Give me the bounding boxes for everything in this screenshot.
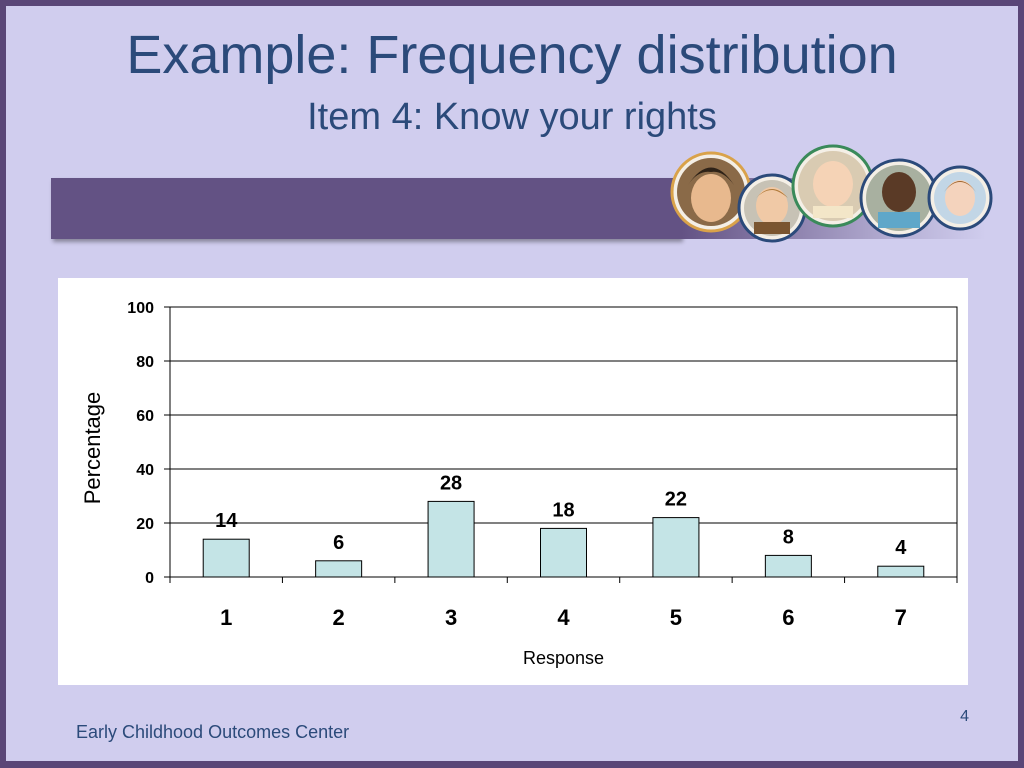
y-tick-label: 100: [127, 300, 154, 317]
data-label: 18: [552, 499, 574, 521]
data-label: 14: [215, 510, 238, 532]
bar: [877, 565, 925, 578]
bar: [652, 517, 700, 578]
child-photo-4: [859, 158, 939, 238]
bar: [202, 538, 250, 578]
y-tick-label: 60: [136, 408, 154, 425]
y-tick-label: 0: [145, 570, 154, 587]
data-label: 6: [333, 532, 344, 554]
data-label: 4: [895, 537, 907, 559]
slide-subtitle: Item 4: Know your rights: [307, 96, 717, 138]
x-tick-label: 3: [445, 605, 457, 630]
footer-text: Early Childhood Outcomes Center: [76, 722, 350, 742]
children-photos: [670, 144, 993, 243]
bar: [315, 560, 363, 578]
x-tick-label: 4: [557, 605, 570, 630]
page-number: 4: [960, 708, 969, 725]
bar: [427, 500, 475, 578]
child-photo-5: [927, 165, 993, 231]
data-label: 28: [440, 472, 462, 494]
child-photo-1: [670, 151, 752, 233]
slide-title: Example: Frequency distribution: [126, 25, 898, 85]
y-tick-label: 80: [136, 354, 154, 371]
x-tick-label: 2: [333, 605, 345, 630]
x-tick-label: 1: [220, 605, 232, 630]
y-tick-label: 20: [136, 516, 154, 533]
child-photo-3: [791, 144, 875, 228]
x-axis-title: Response: [523, 648, 604, 668]
y-axis-title: Percentage: [80, 392, 105, 505]
bar-chart: 0 20 40 60 80 100 14 1 6 2 28 3 18 4 22 5 8 6 4 7 Response Pe…: [80, 300, 958, 668]
x-tick-label: 5: [670, 605, 682, 630]
data-label: 22: [665, 489, 687, 511]
y-tick-label: 40: [136, 462, 154, 479]
data-label: 8: [783, 526, 794, 548]
bar: [764, 554, 812, 578]
child-photo-2: [737, 173, 807, 243]
bar: [540, 527, 587, 578]
header-band: [51, 178, 681, 239]
x-tick-label: 6: [782, 605, 794, 630]
x-tick-label: 7: [895, 605, 907, 630]
chart-panel: 0 20 40 60 80 100 14 1 6 2 28 3 18 4 22 5 8 6 4 7 Response Pe…: [58, 278, 968, 685]
